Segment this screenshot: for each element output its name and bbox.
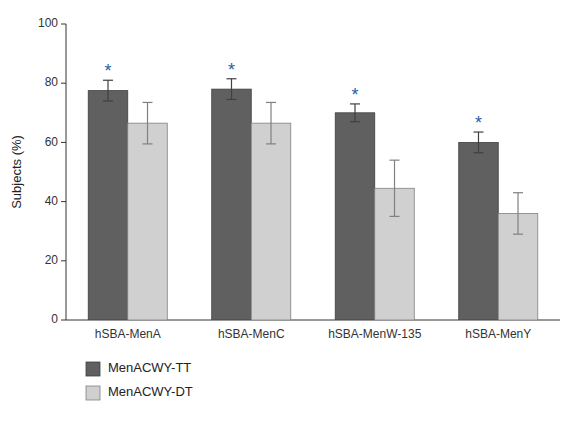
- error-bar: [143, 102, 153, 143]
- bars: [88, 79, 538, 320]
- bar: [251, 123, 291, 320]
- error-bar: [226, 79, 236, 100]
- legend-label: MenACWY-DT: [108, 384, 193, 399]
- y-tick: [61, 142, 66, 143]
- y-tick: [61, 201, 66, 202]
- y-tick-label: 20: [45, 253, 59, 267]
- error-bar: [513, 193, 523, 234]
- error-bar: [473, 132, 483, 153]
- annotation: *: [351, 85, 358, 105]
- legend-swatch: [86, 362, 100, 376]
- y-tick: [61, 260, 66, 261]
- error-bar: [390, 160, 400, 216]
- y-tick-label: 0: [51, 312, 58, 326]
- bar: [88, 91, 128, 320]
- x-axis: hSBA-MenA hSBA-MenC hSBA-MenW-135 hSBA-MenY: [66, 320, 560, 341]
- error-bar: [266, 102, 276, 143]
- x-tick-label: hSBA-MenA: [95, 327, 161, 341]
- y-tick-label: 100: [38, 16, 58, 30]
- y-axis: 0 20 40 60 80 100: [38, 16, 66, 326]
- legend-label: MenACWY-TT: [108, 360, 191, 375]
- y-tick: [61, 83, 66, 84]
- x-tick-label: hSBA-MenW-135: [328, 327, 421, 341]
- annotation: *: [104, 61, 111, 81]
- legend: MenACWY-TT MenACWY-DT: [86, 360, 193, 400]
- y-tick-label: 80: [45, 75, 59, 89]
- bar: [335, 113, 375, 320]
- y-tick-label: 40: [45, 194, 59, 208]
- annotation: *: [228, 60, 235, 80]
- legend-swatch: [86, 386, 100, 400]
- bar: [459, 142, 499, 320]
- y-tick-label: 60: [45, 135, 59, 149]
- x-tick-label: hSBA-MenY: [465, 327, 531, 341]
- x-tick-label: hSBA-MenC: [218, 327, 285, 341]
- y-axis-line: [66, 24, 67, 320]
- y-tick: [61, 24, 66, 25]
- error-bar: [350, 104, 360, 122]
- error-bar: [103, 80, 113, 101]
- bar: [212, 89, 252, 320]
- annotation: *: [475, 113, 482, 133]
- bar: [128, 123, 168, 320]
- y-tick: [61, 320, 66, 321]
- y-axis-label: Subjects (%): [9, 135, 24, 209]
- chart: 020406080100Subjects (%)hSBA-MenAhSBA-Me…: [0, 0, 578, 448]
